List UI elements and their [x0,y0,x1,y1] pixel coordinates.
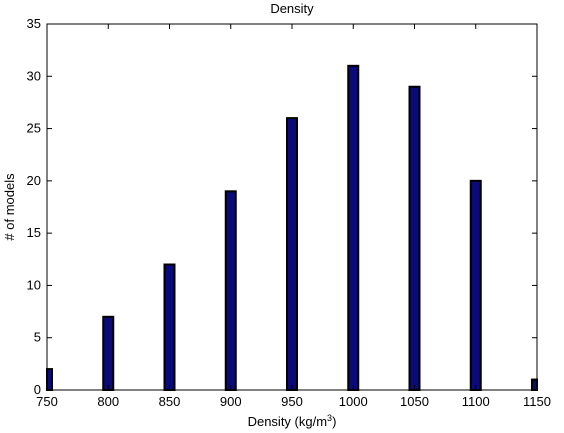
x-tick-label-1050: 1050 [400,394,429,409]
bar-1000 [347,64,360,391]
x-tick-label-850: 850 [159,394,181,409]
x-tick-label-750: 750 [36,394,58,409]
x-axis-label-superscript: 3 [327,413,332,423]
x-tick-label-800: 800 [97,394,119,409]
y-tick-label-25: 25 [27,121,41,136]
x-axis-label: Density (kg/m3) [248,413,337,429]
y-tick-label-5: 5 [34,330,41,345]
bar-950 [286,117,298,391]
y-tick-label-10: 10 [27,277,41,292]
bar-850 [163,263,176,391]
x-axis-label-main: Density (kg/m [248,414,327,429]
x-tick-label-950: 950 [281,394,303,409]
x-tick-label-900: 900 [220,394,242,409]
bar-1050 [408,85,421,391]
y-tick-label-30: 30 [27,68,41,83]
bar-1100 [469,179,482,391]
chart-title: Density [270,1,314,16]
x-tick-label-1100: 1100 [462,394,490,409]
bar-900 [224,190,237,391]
y-tick-label-35: 35 [27,16,41,31]
y-axis-label: # of models [2,173,17,241]
x-axis-label-end: ) [332,414,336,429]
y-tick-label-0: 0 [34,382,41,397]
x-tick-label-1150: 1150 [523,394,551,409]
bar-750 [46,368,53,392]
bar-800 [102,315,115,391]
y-tick-label-15: 15 [27,225,41,240]
x-tick-label-1000: 1000 [339,394,368,409]
y-tick-label-20: 20 [27,173,41,188]
ticks-group: 750 800 850 900 950 1000 1050 1100 1150 0 5 10 15 20 2… [27,16,551,409]
bar-1150 [531,378,538,391]
